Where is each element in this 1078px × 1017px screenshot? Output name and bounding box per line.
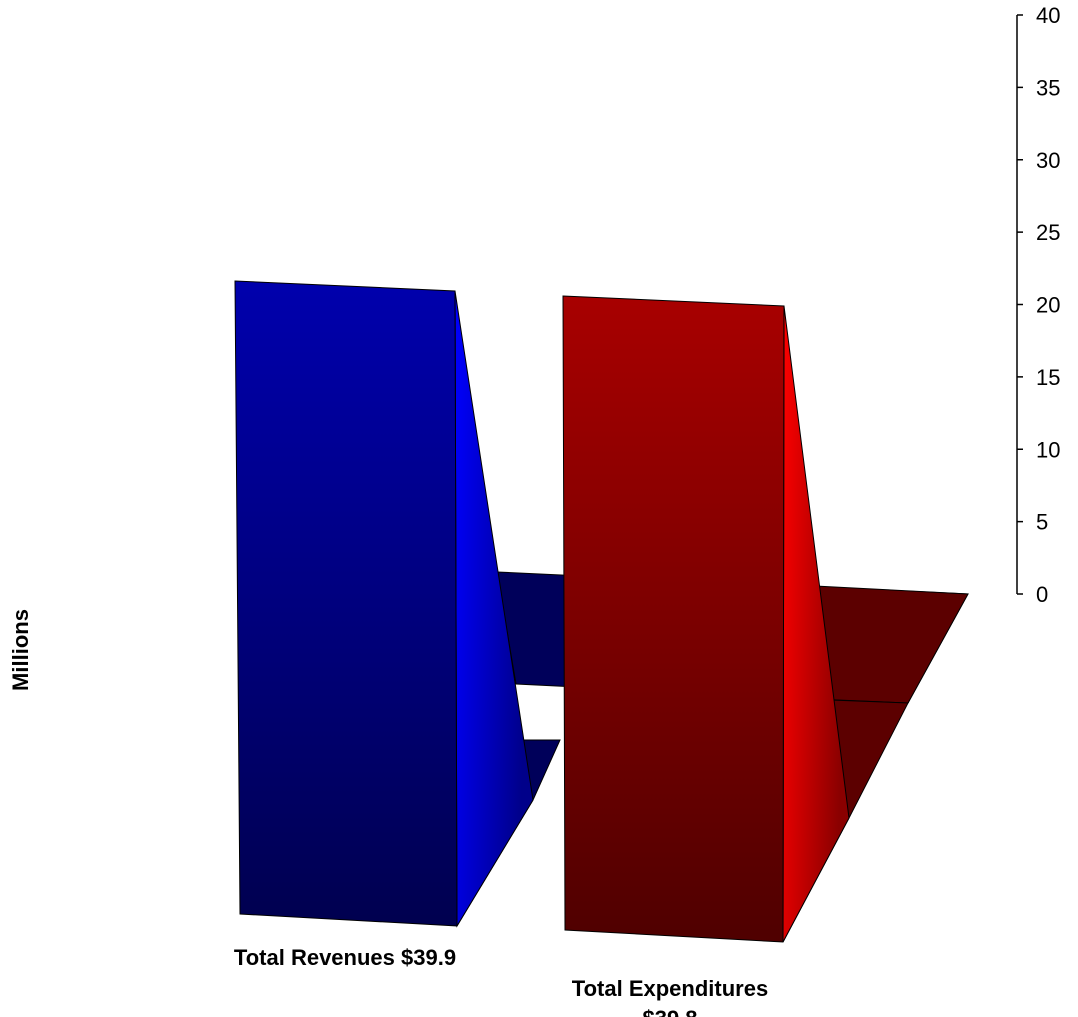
y-tick-label: 5 — [1036, 510, 1048, 535]
y-tick-label: 30 — [1036, 148, 1060, 173]
y-tick-label: 40 — [1036, 3, 1060, 28]
bar-total-revenues-front — [234, 280, 458, 927]
category-label: Total Expenditures — [572, 976, 768, 1001]
category-labels: Total Revenues $39.9 Total Expenditures $3… — [234, 945, 768, 1017]
y-tick-label: 25 — [1036, 220, 1060, 245]
category-label: Total Revenues $39.9 — [234, 945, 456, 970]
y-tick-label: 0 — [1036, 582, 1048, 607]
y-tick-label: 15 — [1036, 365, 1060, 390]
y-axis: 0 5 10 15 20 25 30 35 40 — [1016, 3, 1060, 607]
y-axis-ticks: 0 5 10 15 20 25 30 35 40 — [1017, 3, 1060, 607]
y-tick-label: 35 — [1036, 75, 1060, 100]
y-tick-label: 20 — [1036, 293, 1060, 318]
y-tick-label: 10 — [1036, 437, 1060, 462]
bar-total-expenditures-front — [562, 295, 785, 943]
bars-group — [234, 280, 969, 943]
y-axis-title: Millions — [8, 609, 33, 691]
category-label: $39.8 — [642, 1006, 697, 1017]
